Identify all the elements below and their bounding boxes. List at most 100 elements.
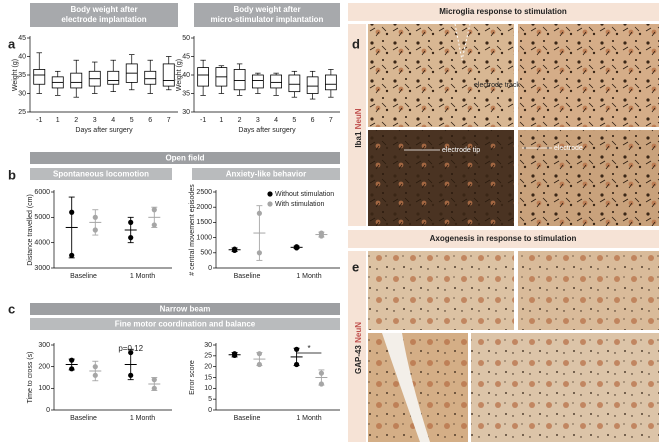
box [306, 76, 319, 94]
stain: Iba1 [354, 131, 363, 148]
image-label: electrode [554, 145, 583, 152]
x-tick-label: Baseline [70, 273, 97, 280]
x-tick-label: -1 [200, 117, 206, 124]
y-tick-label: 3000 [34, 265, 50, 272]
box [324, 74, 337, 91]
y-tick-label: 300 [38, 342, 50, 349]
panel-label: d [352, 36, 360, 51]
x-tick-label: 1 Month [296, 273, 321, 280]
panel-title: Axogenesis in response to stimulation [430, 234, 577, 243]
x-tick-label: 2 [238, 117, 242, 124]
panel-label: e [352, 259, 359, 274]
box [162, 63, 175, 87]
box [144, 70, 157, 85]
y-tick-label: 25 [204, 353, 212, 360]
stain: NeuN [354, 322, 363, 343]
x-tick-label: 3 [256, 117, 260, 124]
box [251, 74, 264, 89]
side-strip [348, 251, 366, 442]
image-label: electrode tip [442, 147, 480, 154]
y-axis-label: Error score [189, 360, 196, 395]
y-tick-label: 6000 [34, 189, 50, 196]
y-tick-label: 4000 [34, 240, 50, 247]
box [233, 69, 246, 91]
annotation: p=0.12 [118, 344, 143, 353]
x-axis-label: Days after surgery [75, 127, 133, 134]
legend-marker [267, 191, 273, 197]
chart-title: Body weight after [233, 5, 300, 14]
y-axis-label: Time to cross (s) [27, 352, 34, 404]
x-tick-label: 4 [111, 117, 115, 124]
y-tick-label: 45 [18, 35, 26, 42]
title-box [194, 3, 340, 27]
chart-title: Spontaneous locomotion [53, 170, 149, 179]
section-bar [30, 303, 340, 315]
y-tick-label: 5 [208, 396, 212, 403]
y-tick-label: 40 [18, 53, 26, 60]
box [33, 69, 46, 85]
y-tick-label: 10 [204, 385, 212, 392]
x-tick-label: Baseline [70, 415, 97, 422]
panel-label: b [8, 167, 16, 182]
side-strip [348, 24, 366, 226]
micrograph [368, 251, 659, 442]
y-tick-label: 500 [200, 250, 212, 257]
y-tick-label: 40 [182, 72, 190, 79]
x-tick-label: 1 Month [130, 273, 155, 280]
x-tick-label: 7 [329, 117, 333, 124]
y-tick-label: 35 [18, 72, 26, 79]
chart-title: micro-stimulator implantation [211, 15, 324, 24]
stain: GAP-43 [354, 345, 363, 374]
legend-marker [267, 201, 273, 207]
stain-label: Iba1 NeuN [354, 108, 363, 147]
micrograph-panel-e: Axogenesis in response to stimulation GA… [348, 230, 659, 442]
y-tick-label: 30 [182, 109, 190, 116]
box [288, 74, 301, 93]
x-tick-label: 1 Month [296, 415, 321, 422]
header-bar [348, 230, 659, 248]
section-title: Narrow beam [160, 305, 211, 314]
section-title: Fine motor coordination and balance [115, 320, 256, 329]
box [107, 70, 120, 85]
legend-label: With stimulation [275, 201, 325, 208]
y-tick-label: 2500 [196, 189, 212, 196]
annotation: * [307, 344, 310, 353]
y-tick-label: 200 [38, 364, 50, 371]
chart-title: Body weight after [70, 5, 137, 14]
x-tick-label: Baseline [234, 415, 261, 422]
subtitle-box [30, 168, 172, 180]
x-tick-label: 6 [148, 117, 152, 124]
section-bar [30, 318, 340, 330]
box [70, 72, 83, 89]
x-tick-label: 6 [311, 117, 315, 124]
x-tick-label: Baseline [234, 273, 261, 280]
x-tick-label: 5 [292, 117, 296, 124]
panel-label: c [8, 301, 15, 316]
y-tick-label: 5000 [34, 214, 50, 221]
y-tick-label: 30 [18, 90, 26, 97]
title-box [30, 3, 178, 27]
y-axis-label: Weight (g) [12, 59, 19, 91]
x-tick-label: 1 Month [130, 415, 155, 422]
section-bar [30, 152, 340, 164]
y-tick-label: 0 [208, 407, 212, 414]
x-tick-label: 3 [93, 117, 97, 124]
stain-label: GAP-43 NeuN [354, 322, 363, 374]
y-tick-label: 35 [182, 90, 190, 97]
y-tick-label: 30 [204, 342, 212, 349]
micrograph-panel-d: Microglia response to stimulation Iba1 N… [348, 3, 659, 226]
x-axis-label: Days after surgery [238, 127, 296, 134]
x-tick-label: 5 [130, 117, 134, 124]
y-tick-label: 0 [208, 265, 212, 272]
x-tick-label: -1 [36, 117, 42, 124]
y-tick-label: 45 [182, 53, 190, 60]
y-axis-label: # central movement episodes [189, 184, 196, 276]
x-tick-label: 1 [56, 117, 60, 124]
box [270, 74, 282, 89]
y-axis-label: Distance travelled (cm) [27, 194, 34, 266]
chart-title: Anxiety-like behavior [226, 170, 306, 179]
y-tick-label: 25 [18, 109, 26, 116]
y-tick-label: 0 [46, 407, 50, 414]
header-bar [348, 3, 659, 21]
